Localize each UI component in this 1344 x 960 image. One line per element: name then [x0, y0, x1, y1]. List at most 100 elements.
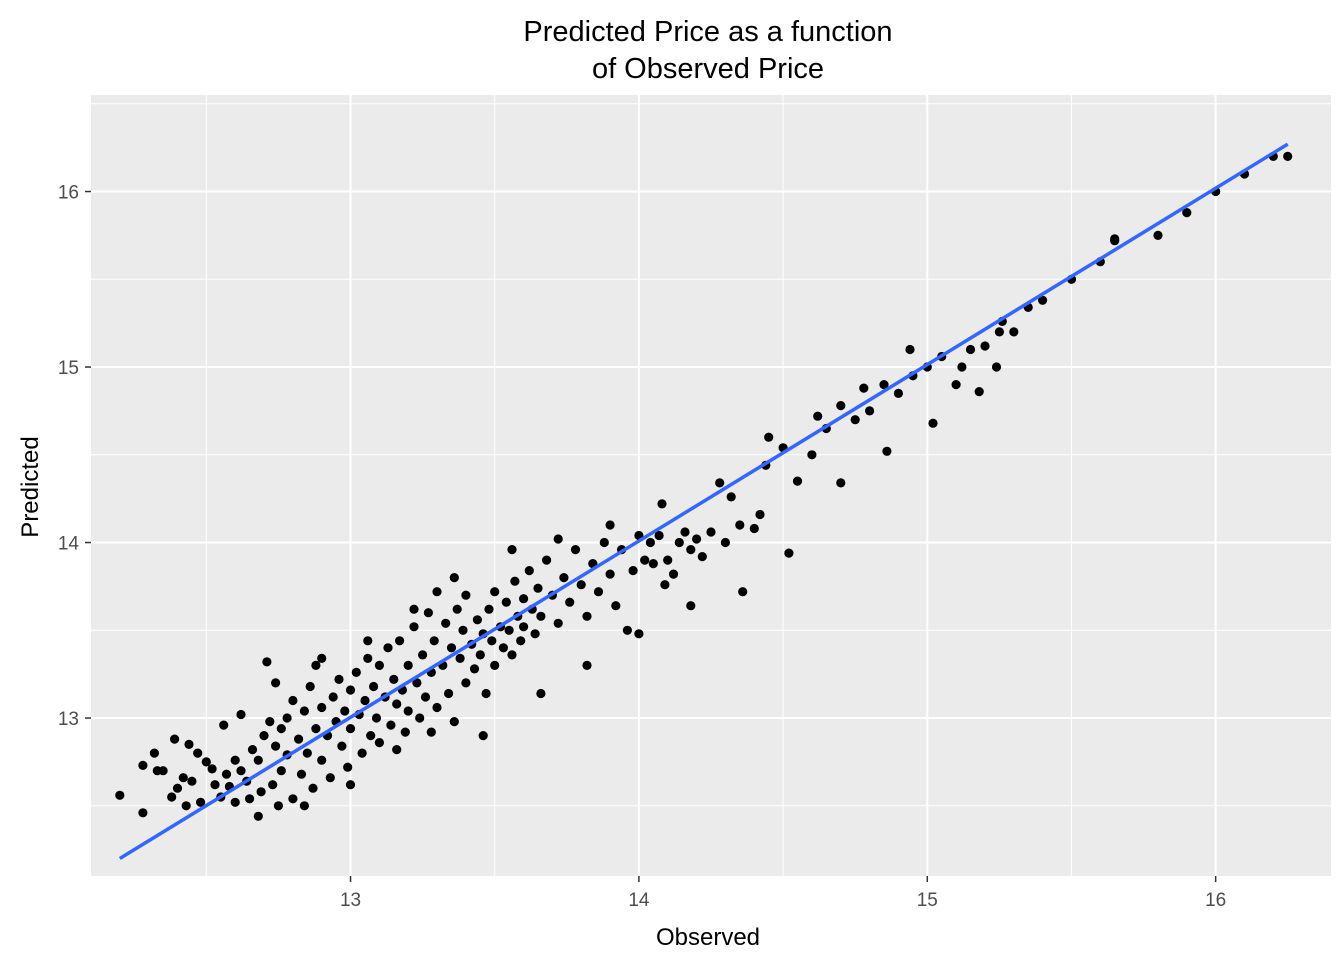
data-point — [201, 757, 211, 767]
data-point — [343, 762, 353, 772]
data-point — [455, 653, 465, 664]
data-point — [764, 432, 774, 442]
data-point — [836, 478, 846, 488]
data-point — [325, 773, 335, 783]
plot-panel — [91, 95, 1331, 876]
data-point — [420, 692, 431, 702]
data-point — [294, 734, 304, 744]
data-point — [187, 776, 197, 786]
data-point — [974, 387, 984, 397]
data-point — [230, 755, 240, 765]
data-point — [363, 636, 373, 646]
data-point — [345, 780, 356, 790]
data-point — [383, 643, 393, 653]
data-point — [170, 734, 180, 744]
data-point — [409, 622, 419, 632]
data-point — [553, 534, 563, 544]
data-point — [230, 797, 240, 807]
data-point — [749, 523, 759, 534]
data-point — [415, 713, 425, 723]
data-point — [469, 664, 480, 674]
y-tick-label: 16 — [58, 183, 79, 204]
data-point — [504, 625, 514, 635]
data-point — [458, 625, 468, 635]
data-point — [792, 476, 803, 486]
data-point — [951, 380, 961, 390]
data-point — [167, 792, 177, 802]
data-point — [498, 643, 508, 653]
data-point — [475, 650, 485, 660]
data-point — [311, 724, 321, 734]
data-point — [850, 415, 860, 425]
data-point — [859, 383, 869, 393]
data-point — [221, 769, 232, 779]
data-point — [507, 650, 517, 660]
data-point — [674, 537, 684, 548]
minor-grid — [91, 95, 1331, 876]
data-point — [138, 760, 148, 771]
data-point — [490, 587, 500, 597]
data-point — [461, 678, 471, 688]
data-point — [726, 492, 736, 502]
data-point — [386, 720, 396, 730]
data-point — [268, 780, 278, 790]
data-point — [1283, 151, 1293, 161]
data-point — [374, 738, 384, 748]
data-point — [472, 615, 482, 625]
y-tick-label: 14 — [58, 534, 80, 555]
chart-title-line-1: Predicted Price as a function — [523, 16, 892, 48]
data-point — [357, 748, 367, 758]
data-point — [879, 380, 889, 390]
y-tick-label: 15 — [58, 358, 79, 379]
data-point — [501, 597, 511, 607]
data-point — [784, 548, 794, 558]
data-point — [622, 625, 633, 635]
data-point — [533, 583, 543, 593]
data-point — [369, 681, 379, 692]
data-point — [253, 811, 263, 821]
data-point — [686, 545, 696, 555]
data-point — [423, 608, 433, 618]
data-point — [836, 401, 846, 411]
data-point — [519, 622, 529, 632]
data-point — [994, 327, 1005, 337]
data-point — [668, 569, 679, 579]
data-point — [648, 559, 658, 569]
data-point — [296, 769, 307, 779]
data-point — [965, 344, 976, 355]
data-point — [484, 604, 494, 614]
data-point — [1182, 208, 1192, 218]
data-point — [184, 739, 194, 750]
data-point — [236, 709, 246, 720]
data-point — [692, 534, 702, 544]
data-point — [893, 388, 904, 398]
data-point — [449, 717, 459, 727]
data-point — [449, 573, 459, 583]
data-point — [1009, 327, 1019, 337]
data-point — [253, 755, 263, 765]
data-point — [957, 362, 967, 372]
data-point — [172, 783, 183, 793]
data-point — [392, 699, 402, 709]
data-point — [446, 643, 457, 653]
data-point — [697, 552, 707, 562]
data-point — [432, 702, 442, 713]
data-point — [317, 755, 327, 765]
data-point — [426, 727, 436, 737]
data-point — [363, 653, 373, 664]
data-point — [412, 678, 422, 688]
y-axis-title: Predicted — [17, 436, 44, 537]
data-point — [882, 446, 892, 456]
data-point — [337, 741, 347, 751]
data-point — [259, 731, 269, 741]
data-point — [196, 797, 206, 807]
data-point — [409, 604, 419, 614]
data-point — [536, 611, 546, 621]
data-point — [305, 681, 315, 692]
data-point — [660, 580, 670, 590]
data-point — [317, 702, 327, 713]
data-point — [640, 555, 650, 565]
data-point — [582, 611, 592, 621]
data-point — [686, 601, 696, 611]
data-point — [605, 520, 615, 530]
